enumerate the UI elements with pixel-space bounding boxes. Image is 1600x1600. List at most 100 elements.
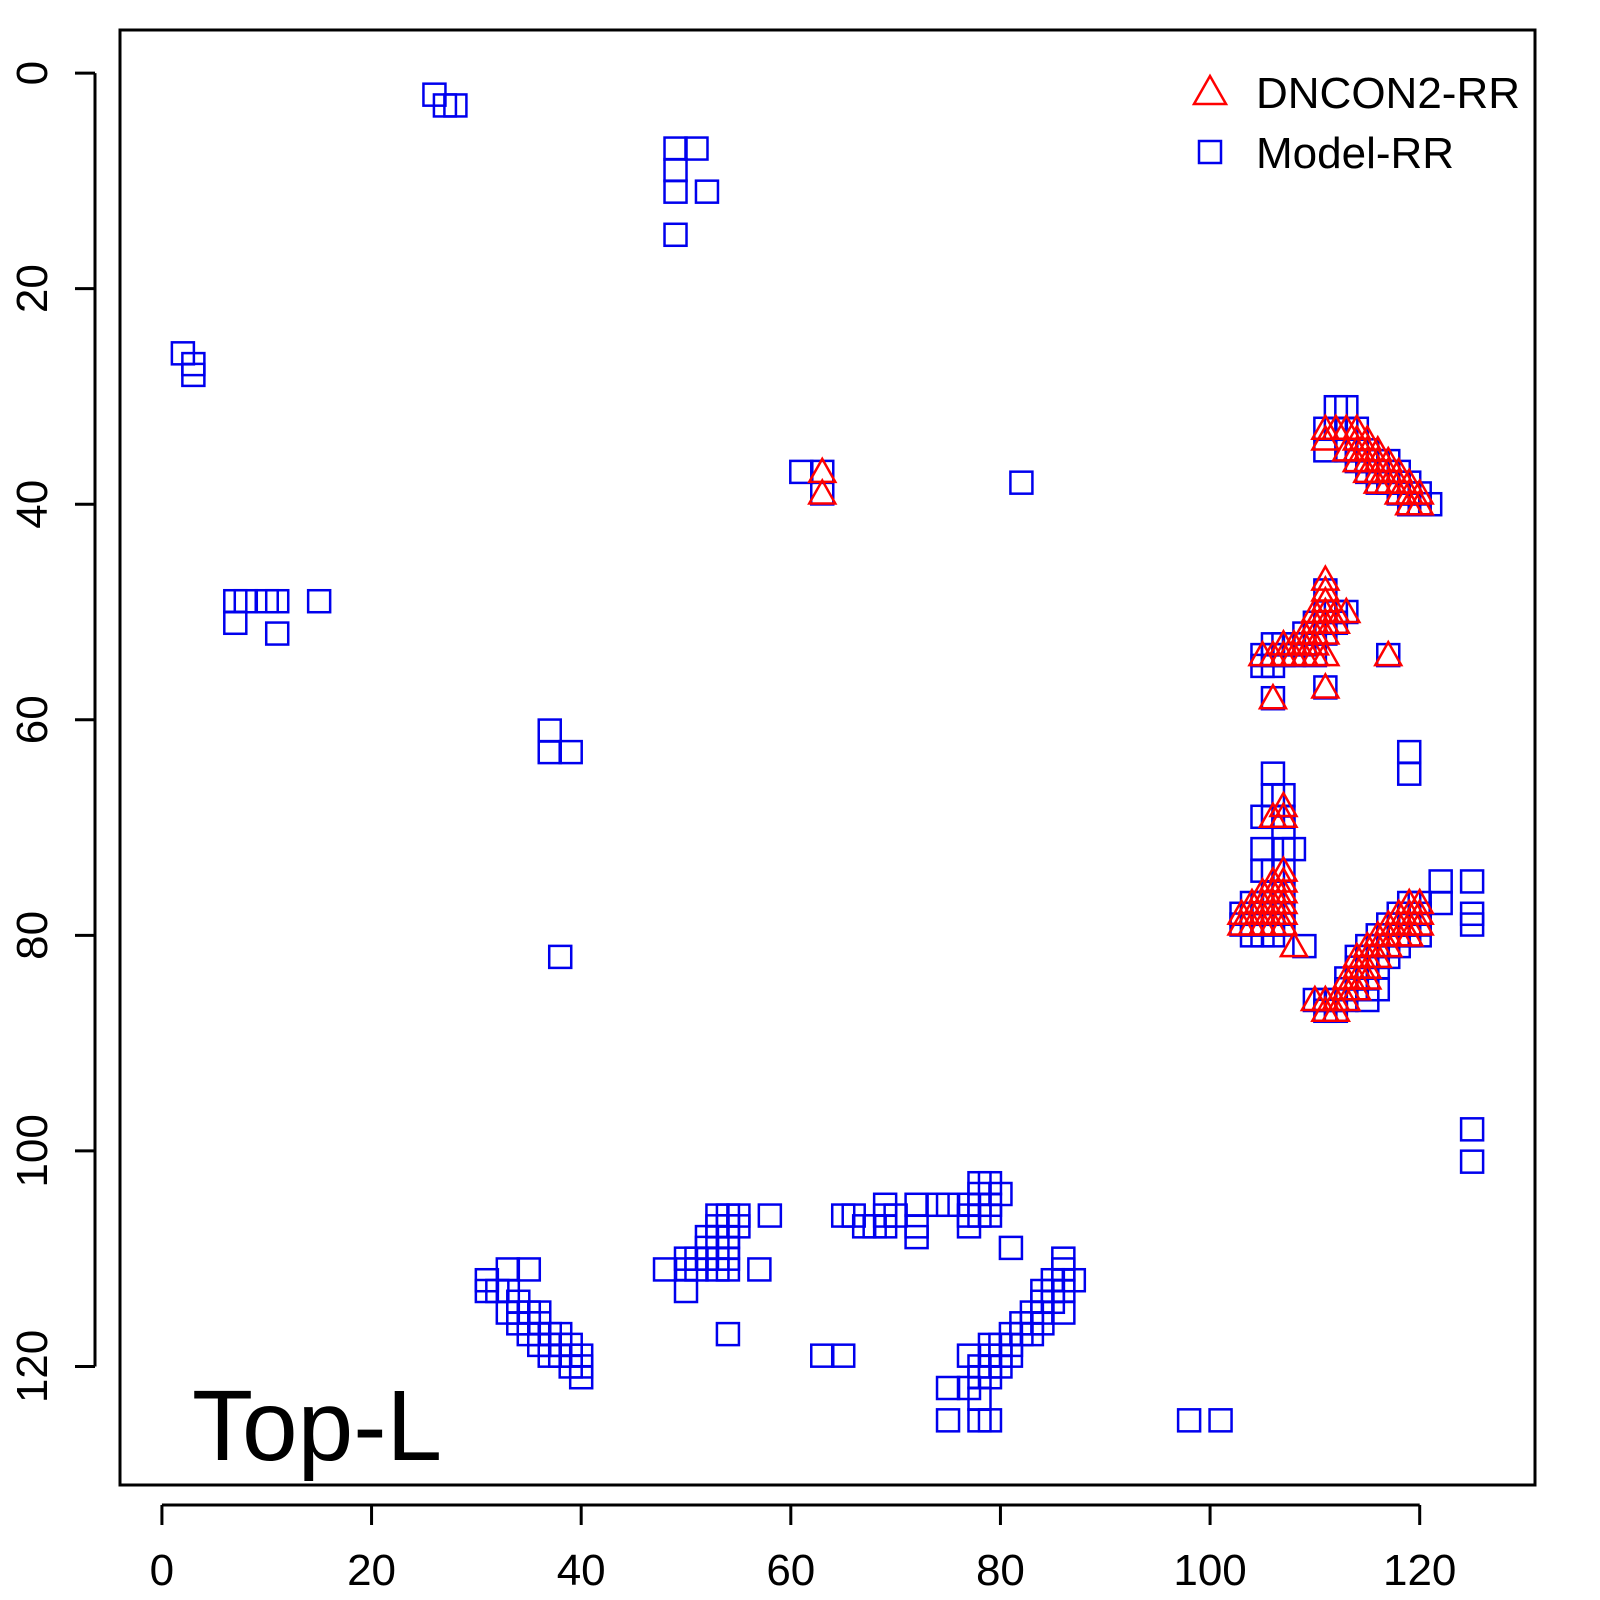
y-axis: 0 20 40 60 80 100 120 — [8, 61, 97, 1403]
model-rr-point — [306, 588, 332, 614]
model-rr-point — [1428, 869, 1453, 894]
model-rr-point — [935, 1408, 961, 1433]
dncon2-rr-point — [1404, 898, 1435, 926]
model-rr-point — [998, 1235, 1024, 1261]
model-rr-point — [904, 1192, 929, 1218]
model-rr-point — [673, 1278, 699, 1304]
model-rr-point — [495, 1257, 521, 1282]
model-rr-point — [1396, 761, 1422, 786]
model-rr-point — [830, 1343, 856, 1368]
dncon2-rr-point — [1362, 941, 1393, 969]
y-tick-label: 120 — [8, 1330, 57, 1403]
x-tick-label: 20 — [347, 1546, 396, 1595]
model-rr-point — [1396, 739, 1422, 765]
y-tick-label: 20 — [8, 264, 57, 313]
y-tick-label: 100 — [8, 1114, 57, 1187]
legend-marker-square — [1197, 139, 1223, 165]
dncon2-rr-point — [1310, 424, 1341, 451]
model-rr-point — [1459, 869, 1485, 894]
dncon2-rr-point — [1331, 596, 1362, 624]
dncon2-rr-point — [1404, 477, 1435, 505]
dncon2-rr-point — [1404, 488, 1435, 516]
model-rr-point — [223, 610, 248, 636]
dncon2-rr-point — [1257, 682, 1289, 710]
model-rr-point — [810, 1343, 835, 1368]
model-rr-point — [789, 459, 814, 485]
model-rr-point — [1250, 836, 1275, 862]
model-rr-point — [935, 1375, 961, 1401]
dncon2-rr-point — [1394, 919, 1425, 947]
model-rr-point — [663, 157, 688, 183]
model-rr-point — [1208, 1408, 1233, 1433]
model-rr-point — [516, 1257, 542, 1282]
model-rr-point — [904, 1224, 929, 1250]
model-rr-point — [181, 362, 206, 388]
legend-marker-triangle — [1191, 73, 1229, 106]
panel-label: Top-L — [192, 1370, 442, 1482]
dncon2-rr-point — [1352, 962, 1383, 990]
x-tick-label: 100 — [1173, 1546, 1246, 1595]
legend-label: DNCON2-RR — [1256, 69, 1520, 118]
dncon2-rr-point — [1278, 930, 1310, 958]
model-rr-point — [443, 93, 468, 118]
model-rr-point — [1176, 1408, 1202, 1433]
model-rr-point — [1009, 470, 1034, 495]
model-rr-series — [170, 82, 1485, 1433]
dncon2-rr-point — [1404, 909, 1435, 936]
model-rr-point — [1459, 1117, 1485, 1142]
y-tick-label: 60 — [8, 695, 57, 744]
model-rr-point — [684, 136, 709, 161]
y-tick-label: 0 — [8, 61, 57, 85]
dncon2-rr-point — [1268, 909, 1299, 936]
model-rr-point — [558, 739, 583, 765]
dncon2-rr-point — [1268, 898, 1299, 926]
model-rr-point — [988, 1181, 1013, 1207]
model-rr-point — [715, 1321, 741, 1347]
legend: DNCON2-RR Model-RR — [1191, 69, 1520, 178]
model-rr-point — [264, 588, 290, 614]
dncon2-rr-point — [1268, 801, 1299, 829]
dncon2-rr-point — [1373, 639, 1404, 667]
dncon2-rr-point — [1331, 984, 1362, 1012]
model-rr-point — [1260, 761, 1286, 786]
model-rr-point — [757, 1203, 783, 1228]
x-tick-label: 40 — [557, 1546, 606, 1595]
dncon2-rr-point — [1320, 607, 1351, 635]
y-tick-label: 40 — [8, 480, 57, 529]
model-rr-point — [568, 1364, 594, 1390]
model-rr-point — [1428, 890, 1453, 916]
dncon2-rr-point — [807, 477, 838, 505]
dncon2-rr-point — [1299, 628, 1331, 656]
dncon2-rr-point — [1352, 952, 1383, 979]
dncon2-rr-point — [1268, 790, 1299, 818]
model-rr-point — [694, 179, 720, 204]
model-rr-point — [652, 1257, 678, 1282]
model-rr-point — [663, 136, 688, 161]
model-rr-point — [977, 1408, 1003, 1433]
x-axis: 0 20 40 60 80 100 120 — [150, 1503, 1456, 1595]
model-rr-point — [537, 739, 562, 765]
dncon2-rr-point — [1310, 639, 1341, 667]
dncon2-rr-point — [1310, 671, 1341, 699]
dncon2-rr-point — [1320, 995, 1351, 1023]
model-rr-point — [663, 179, 688, 204]
model-rr-point — [537, 718, 562, 743]
model-rr-point — [747, 1257, 772, 1282]
x-tick-label: 120 — [1383, 1546, 1456, 1595]
dncon2-rr-point — [1341, 973, 1372, 1001]
x-tick-label: 60 — [766, 1546, 815, 1595]
model-rr-point — [663, 222, 688, 248]
model-rr-point — [715, 1235, 741, 1261]
plot-frame — [118, 28, 1537, 1487]
x-tick-label: 80 — [976, 1546, 1025, 1595]
model-rr-point — [1459, 912, 1485, 937]
model-rr-point — [1459, 1149, 1485, 1174]
model-rr-point — [264, 621, 290, 646]
y-tick-label: 80 — [8, 911, 57, 960]
dncon2-rr-series — [807, 413, 1435, 1023]
dncon2-rr-point — [1373, 930, 1404, 958]
model-rr-point — [547, 944, 573, 970]
x-tick-label: 0 — [150, 1546, 174, 1595]
legend-label: Model-RR — [1256, 129, 1454, 178]
